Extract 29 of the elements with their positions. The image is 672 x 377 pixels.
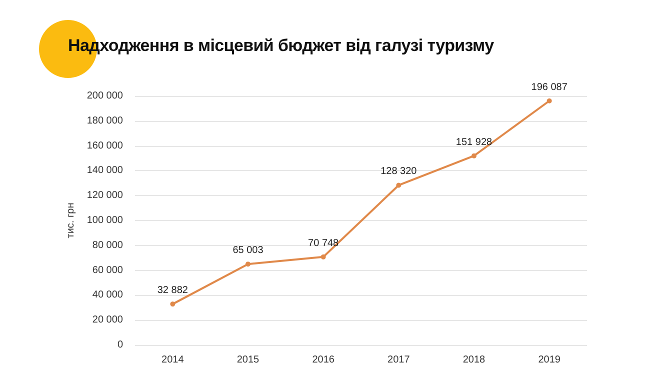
y-tick-label: 180 000 bbox=[86, 115, 124, 126]
y-tick-label: 60 000 bbox=[92, 264, 124, 276]
x-tick-label: 2015 bbox=[236, 354, 260, 366]
point bbox=[396, 182, 402, 188]
data-label: 65 003 bbox=[232, 245, 264, 256]
y-tick-label: 80 000 bbox=[92, 240, 124, 251]
data-label: 32 882 bbox=[157, 285, 188, 296]
data-label: 196 087 bbox=[531, 82, 568, 93]
point bbox=[246, 262, 250, 267]
y-tick-label: 100 000 bbox=[86, 215, 124, 226]
x-tick-label: 2014 bbox=[162, 354, 184, 366]
data-label: 151 928 bbox=[456, 136, 493, 148]
y-tick-label: 160 000 bbox=[86, 140, 124, 152]
x-tick-label: 2018 bbox=[462, 354, 486, 366]
data-label: 128 320 bbox=[380, 166, 418, 178]
x-tick-label: 2016 bbox=[312, 354, 335, 366]
y-tick-label: 120 000 bbox=[86, 190, 124, 202]
point bbox=[546, 98, 552, 104]
point bbox=[170, 302, 176, 307]
y-axis-title: тис. грн bbox=[65, 202, 76, 238]
y-tick-label: 0 bbox=[117, 340, 124, 350]
x-tick-label: 2017 bbox=[388, 354, 410, 366]
point bbox=[472, 153, 476, 158]
y-tick-label: 20 000 bbox=[92, 314, 124, 326]
y-tick-label: 140 000 bbox=[86, 165, 124, 176]
x-tick-label: 2019 bbox=[538, 354, 561, 366]
y-tick-label: 200 000 bbox=[86, 90, 124, 102]
y-tick-label: 40 000 bbox=[92, 290, 124, 301]
point bbox=[320, 254, 326, 260]
